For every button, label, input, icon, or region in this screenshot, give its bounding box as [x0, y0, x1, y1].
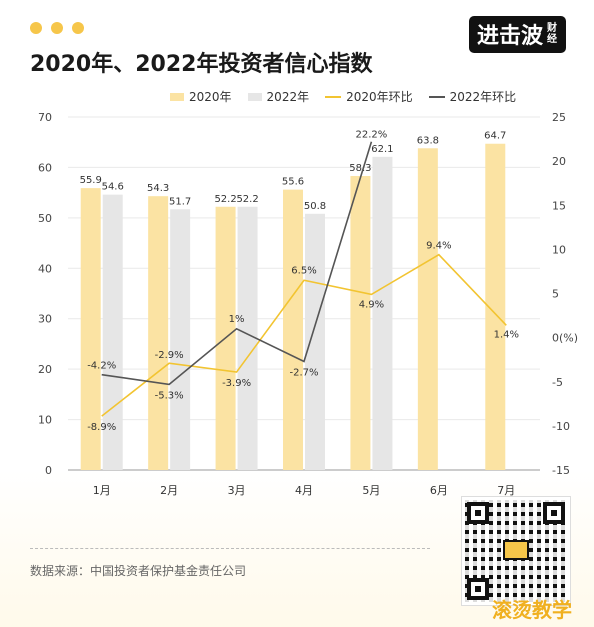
- y-left-tick-label: 0: [45, 464, 52, 477]
- logo-sub: 财经: [547, 23, 557, 45]
- qr-logo: [503, 540, 529, 560]
- brand-logo: 进击波 财经: [468, 16, 566, 53]
- mom-2020-point-label: 4.9%: [359, 299, 384, 310]
- x-tick-label: 1月: [93, 484, 111, 497]
- bar-2020: [350, 176, 371, 470]
- x-tick-label: 5月: [362, 484, 380, 497]
- bar-2022-label: 54.6: [102, 182, 124, 193]
- bar-2020-label: 64.7: [484, 131, 506, 142]
- y-right-tick-label: -5: [552, 376, 563, 389]
- qr-finder: [467, 578, 489, 600]
- bar-2022: [170, 209, 191, 470]
- legend-label-2022: 2022年: [266, 90, 310, 104]
- bar-2020-label: 55.6: [282, 177, 304, 188]
- legend-swatch-2022: [247, 92, 262, 101]
- chart-legend: 2020年 2022年 2020年环比 2022年环比: [170, 88, 516, 105]
- y-right-tick-label: 25: [552, 111, 566, 124]
- y-left-tick-label: 30: [38, 313, 52, 326]
- bar-2020-label: 58.3: [349, 163, 371, 174]
- y-left-tick-label: 50: [38, 212, 52, 225]
- mom-2022-point-label: -5.3%: [155, 390, 184, 401]
- qr-code: [462, 497, 570, 605]
- bar-2020: [80, 188, 101, 470]
- y-right-tick-label: 20: [552, 155, 566, 168]
- mom-2020-point-label: 6.5%: [291, 265, 316, 276]
- bar-2022-label: 50.8: [304, 201, 326, 212]
- y-left-tick-label: 20: [38, 363, 52, 376]
- bar-2022: [237, 206, 258, 470]
- y-right-tick-label: -10: [552, 420, 570, 433]
- dot-icon: [51, 22, 63, 34]
- legend-label-2022-mom: 2022年环比: [449, 90, 517, 104]
- x-tick-label: 2月: [160, 484, 178, 497]
- mom-2020-point-label: -2.9%: [155, 350, 184, 361]
- window-dots: [30, 22, 84, 34]
- bar-2020-label: 63.8: [417, 135, 439, 146]
- y-left-tick-label: 60: [38, 161, 52, 174]
- qr-finder: [543, 502, 565, 524]
- y-right-tick-label: -15: [552, 464, 570, 477]
- bar-2022: [372, 156, 393, 471]
- bar-2022-label: 52.2: [236, 194, 258, 205]
- bar-2020: [148, 196, 169, 470]
- y-left-tick-label: 10: [38, 414, 52, 427]
- bar-2022: [102, 194, 123, 470]
- x-tick-label: 3月: [228, 484, 246, 497]
- legend-swatch-2022-mom: [428, 95, 445, 98]
- dot-icon: [30, 22, 42, 34]
- legend-swatch-2020: [170, 92, 184, 101]
- y-right-tick-label: 0(%): [552, 332, 578, 345]
- bar-2020: [283, 189, 303, 471]
- legend-item-2022: 2022年: [247, 88, 310, 105]
- dot-icon: [72, 22, 84, 34]
- qr-finder: [467, 502, 489, 524]
- source-divider: [30, 548, 430, 549]
- bar-2022: [305, 213, 325, 470]
- y-left-tick-label: 40: [38, 262, 52, 275]
- y-right-tick-label: 10: [552, 243, 566, 256]
- data-source: 数据来源：中国投资者保护基金责任公司: [30, 564, 247, 578]
- mom-2022-point-label: -4.2%: [87, 361, 116, 372]
- y-right-tick-label: 5: [552, 288, 559, 301]
- x-tick-label: 4月: [295, 484, 313, 497]
- x-tick-label: 7月: [497, 484, 515, 497]
- bar-2020-label: 55.9: [80, 175, 102, 186]
- bar-2022-label: 62.1: [371, 144, 393, 155]
- legend-label-2020-mom: 2020年环比: [346, 90, 413, 104]
- bar-2020-label: 52.2: [214, 194, 236, 205]
- legend-item-2022-mom: 2022年环比: [428, 88, 517, 105]
- y-left-tick-label: 70: [38, 111, 52, 124]
- legend-label-2020: 2020年: [189, 90, 232, 104]
- chart-title: 2020年、2022年投资者信心指数: [30, 52, 373, 77]
- bar-2020: [485, 143, 506, 470]
- mom-2020-point-label: -3.9%: [222, 378, 251, 389]
- legend-swatch-2020-mom: [325, 95, 342, 98]
- y-right-tick-label: 15: [552, 199, 566, 212]
- legend-item-2020-mom: 2020年环比: [325, 88, 413, 105]
- mom-2022-point-label: 1%: [229, 314, 245, 325]
- legend-item-2020: 2020年: [170, 88, 232, 105]
- x-tick-label: 6月: [430, 484, 448, 497]
- watermark: 滚烫教学: [492, 598, 572, 622]
- mom-2022-point-label: 22.2%: [356, 130, 388, 141]
- bar-2022-label: 51.7: [169, 196, 191, 207]
- bar-2020-label: 54.3: [147, 183, 169, 194]
- mom-2022-line: [101, 141, 373, 386]
- mom-2020-line: [101, 253, 507, 417]
- mom-2020-point-label: -8.9%: [87, 422, 116, 433]
- mom-2020-point-label: 9.4%: [426, 241, 451, 252]
- bar-2020: [417, 148, 438, 470]
- mom-2022-point-label: -2.7%: [289, 367, 318, 378]
- logo-main: 进击波: [476, 24, 543, 49]
- mom-2020-point-label: 1.4%: [494, 329, 519, 340]
